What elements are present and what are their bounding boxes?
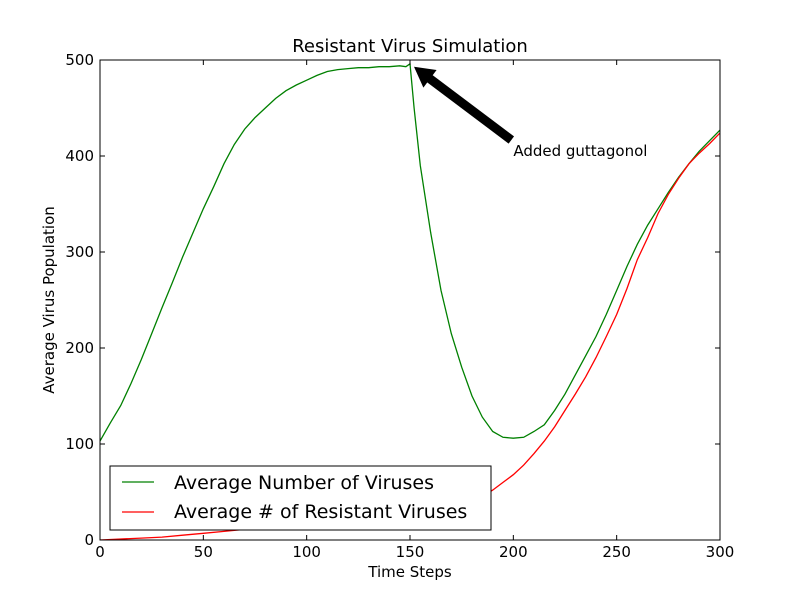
x-tick-label: 100: [292, 543, 321, 561]
y-tick-label: 100: [65, 435, 94, 453]
x-tick-label: 200: [499, 543, 528, 561]
chart-title: Resistant Virus Simulation: [292, 36, 528, 57]
y-tick-label: 500: [65, 51, 94, 69]
x-tick-label: 150: [396, 543, 425, 561]
annotation: Added guttagonol: [414, 66, 647, 160]
annotation-arrow-shaft: [425, 74, 515, 144]
x-tick-label: 250: [602, 543, 631, 561]
ticks-layer: 0 50 100 150 200 250 300 0 100 200 300 400 500: [65, 51, 734, 561]
y-tick-label: 0: [84, 531, 94, 549]
x-axis-label: Time Steps: [367, 563, 452, 581]
annotation-arrow-head: [414, 66, 437, 88]
y-axis-label: Average Virus Population: [40, 206, 58, 394]
y-tick-label: 200: [65, 339, 94, 357]
series-line-total: [100, 62, 720, 442]
x-tick-label: 50: [194, 543, 213, 561]
legend: Average Number of Viruses Average # of R…: [109, 465, 492, 531]
annotation-text: Added guttagonol: [513, 142, 647, 160]
x-tick-label: 0: [95, 543, 105, 561]
legend-label-resistant: Average # of Resistant Viruses: [174, 501, 467, 523]
y-tick-label: 400: [65, 147, 94, 165]
legend-label-total: Average Number of Viruses: [174, 472, 434, 494]
y-tick-label: 300: [65, 243, 94, 261]
x-tick-label: 300: [706, 543, 735, 561]
legend-box: [109, 465, 492, 531]
